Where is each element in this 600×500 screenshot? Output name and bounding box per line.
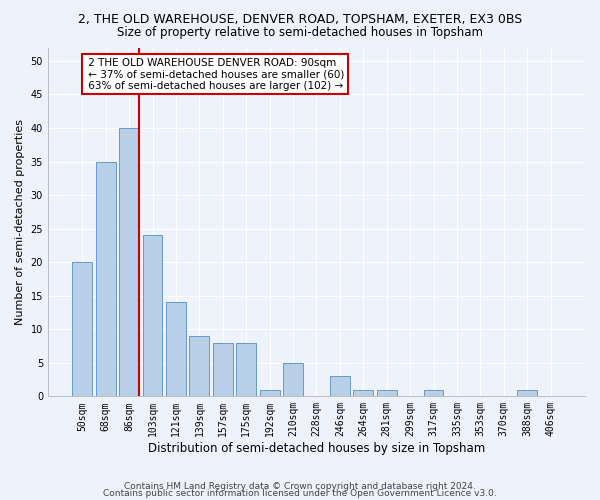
- X-axis label: Distribution of semi-detached houses by size in Topsham: Distribution of semi-detached houses by …: [148, 442, 485, 455]
- Bar: [73, 262, 92, 396]
- Bar: [213, 342, 233, 396]
- Text: Contains HM Land Registry data © Crown copyright and database right 2024.: Contains HM Land Registry data © Crown c…: [124, 482, 476, 491]
- Bar: [119, 128, 139, 396]
- Bar: [236, 342, 256, 396]
- Text: Contains public sector information licensed under the Open Government Licence v3: Contains public sector information licen…: [103, 490, 497, 498]
- Text: Size of property relative to semi-detached houses in Topsham: Size of property relative to semi-detach…: [117, 26, 483, 39]
- Bar: [96, 162, 116, 396]
- Bar: [260, 390, 280, 396]
- Bar: [424, 390, 443, 396]
- Bar: [330, 376, 350, 396]
- Bar: [377, 390, 397, 396]
- Bar: [353, 390, 373, 396]
- Text: 2 THE OLD WAREHOUSE DENVER ROAD: 90sqm
 ← 37% of semi-detached houses are smalle: 2 THE OLD WAREHOUSE DENVER ROAD: 90sqm ←…: [85, 58, 345, 91]
- Text: 2, THE OLD WAREHOUSE, DENVER ROAD, TOPSHAM, EXETER, EX3 0BS: 2, THE OLD WAREHOUSE, DENVER ROAD, TOPSH…: [78, 12, 522, 26]
- Y-axis label: Number of semi-detached properties: Number of semi-detached properties: [15, 119, 25, 325]
- Bar: [190, 336, 209, 396]
- Bar: [143, 236, 163, 396]
- Bar: [166, 302, 186, 396]
- Bar: [283, 363, 303, 396]
- Bar: [517, 390, 537, 396]
